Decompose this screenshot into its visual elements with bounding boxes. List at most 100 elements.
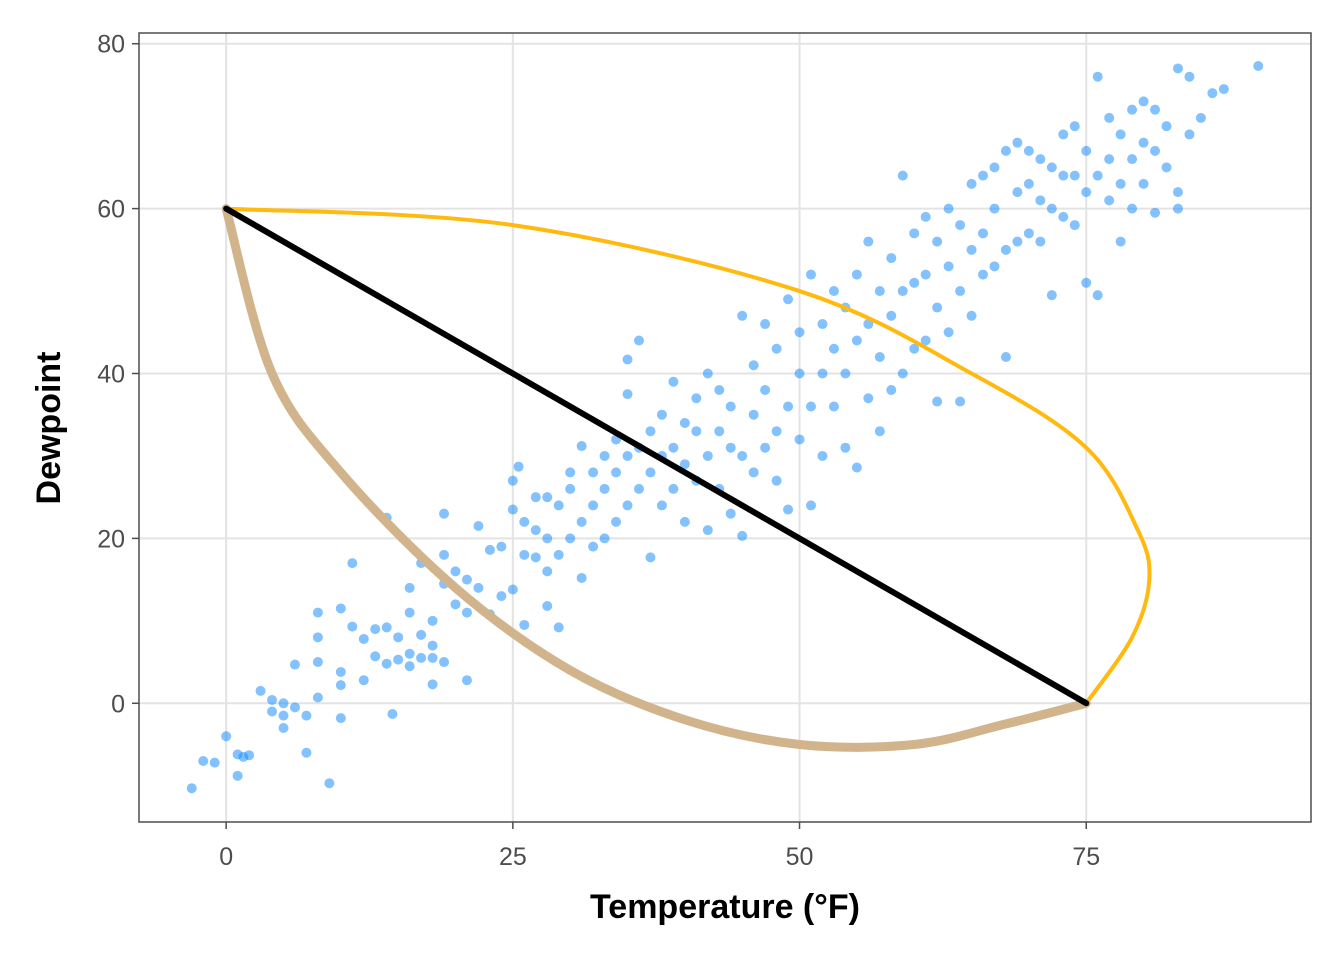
- scatter-point: [668, 376, 679, 387]
- scatter-point: [416, 629, 427, 640]
- y-tick-label: 60: [97, 196, 125, 224]
- scatter-point: [909, 343, 920, 354]
- scatter-point: [622, 450, 633, 461]
- scatter-point: [1138, 137, 1149, 148]
- scatter-point: [645, 552, 656, 563]
- scatter-point: [519, 619, 530, 630]
- scatter-point: [289, 702, 300, 713]
- scatter-point: [1150, 145, 1161, 156]
- scatter-point: [358, 633, 369, 644]
- scatter-point: [851, 269, 862, 280]
- scatter-point: [955, 220, 966, 231]
- scatter-point: [806, 500, 817, 511]
- scatter-point: [978, 269, 989, 280]
- scatter-point: [221, 731, 232, 742]
- scatter-point: [645, 467, 656, 478]
- scatter-point: [439, 549, 450, 560]
- scatter-point: [1172, 187, 1183, 198]
- scatter-point: [1000, 244, 1011, 255]
- scatter-point: [576, 572, 587, 583]
- scatter-point: [679, 459, 690, 470]
- scatter-point: [209, 757, 220, 768]
- scatter-point: [404, 661, 415, 672]
- scatter-point: [909, 277, 920, 288]
- scatter-point: [737, 450, 748, 461]
- scatter-point: [806, 269, 817, 280]
- scatter-point: [565, 533, 576, 544]
- y-tick-label: 40: [97, 360, 125, 388]
- scatter-point: [1195, 112, 1206, 123]
- scatter-point: [1000, 352, 1011, 363]
- scatter-point: [599, 483, 610, 494]
- scatter-point: [1035, 154, 1046, 165]
- scatter-point: [1138, 96, 1149, 107]
- scatter-point: [576, 441, 587, 452]
- annotation-curves: [221, 204, 1152, 752]
- scatter-point: [450, 599, 461, 610]
- scatter-point: [771, 343, 782, 354]
- scatter-point: [702, 525, 713, 536]
- scatter-point: [1012, 187, 1023, 198]
- scatter-point: [874, 352, 885, 363]
- y-tick-label: 80: [97, 31, 125, 59]
- scatter-point: [897, 286, 908, 297]
- scatter-point: [312, 607, 323, 618]
- scatter-point: [439, 508, 450, 519]
- scatter-point: [1184, 71, 1195, 82]
- x-tick-label: 25: [499, 843, 527, 871]
- scatter-point: [714, 384, 725, 395]
- scatter-point: [1069, 220, 1080, 231]
- scatter-point: [496, 541, 507, 552]
- scatter-point: [1253, 60, 1264, 71]
- x-tick-label: 50: [786, 843, 814, 871]
- scatter-point: [645, 426, 656, 437]
- scatter-point: [576, 516, 587, 527]
- scatter-point: [1184, 129, 1195, 140]
- scatter-point: [301, 747, 312, 758]
- scatter-point: [863, 393, 874, 404]
- scatter-point: [1150, 104, 1161, 115]
- scatter-point: [622, 354, 633, 365]
- scatter-point: [611, 516, 622, 527]
- scatter-point: [1058, 129, 1069, 140]
- scatter-point: [1046, 162, 1057, 173]
- scatter-point: [381, 658, 392, 669]
- scatter-point: [427, 679, 438, 690]
- scatter-point: [863, 319, 874, 330]
- scatter-point: [565, 483, 576, 494]
- y-tick-label: 0: [111, 690, 125, 718]
- scatter-point: [783, 504, 794, 515]
- y-tick-label: 20: [97, 525, 125, 553]
- scatter-point: [920, 211, 931, 222]
- scatter-point: [874, 426, 885, 437]
- scatter-point: [267, 694, 278, 705]
- scatter-point: [1161, 162, 1172, 173]
- scatter-point: [255, 685, 266, 696]
- scatter-point: [542, 533, 553, 544]
- scatter-point: [909, 228, 920, 239]
- scatter-point: [863, 236, 874, 247]
- scatter-point: [404, 607, 415, 618]
- scatter-point: [702, 450, 713, 461]
- scatter-point: [920, 335, 931, 346]
- scatter-point: [828, 401, 839, 412]
- scatter-point: [1012, 137, 1023, 148]
- scatter-point: [978, 228, 989, 239]
- scatter-point: [232, 770, 243, 781]
- scatter-point: [513, 461, 524, 472]
- scatter-point: [244, 750, 255, 761]
- scatter-point: [186, 783, 197, 794]
- scatter-point: [461, 574, 472, 585]
- scatter-point: [1058, 170, 1069, 181]
- scatter-point: [611, 467, 622, 478]
- scatter-point: [496, 591, 507, 602]
- scatter-point: [702, 368, 713, 379]
- scatter-point: [955, 396, 966, 407]
- scatter-point: [806, 401, 817, 412]
- scatter-point: [530, 525, 541, 536]
- scatter-point: [565, 467, 576, 478]
- scatter-point: [978, 170, 989, 181]
- scatter-point: [656, 409, 667, 420]
- scatter-point: [1115, 178, 1126, 189]
